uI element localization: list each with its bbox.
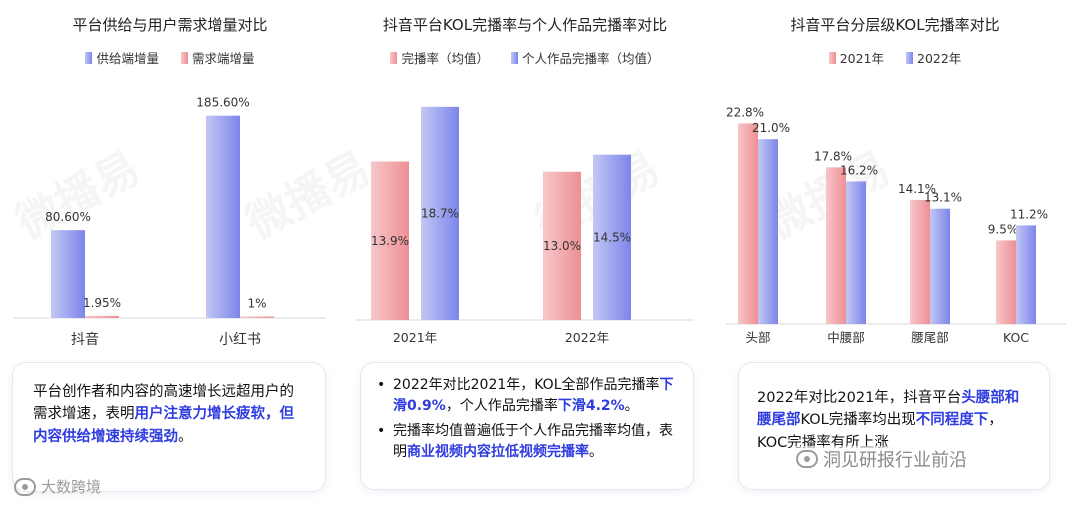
weibo-logo-icon	[14, 477, 36, 496]
legend-item: 需求端增量	[181, 48, 255, 67]
bar-series2	[1016, 225, 1036, 324]
category-label: 抖音	[71, 331, 99, 348]
legend-label: 2021年	[839, 51, 884, 66]
data-label: 13.9%	[371, 234, 409, 248]
summary-highlight: 头腰部和腰尾部	[757, 390, 1020, 429]
summary-text: 完播率均值普遍低于个人作品完播率均值，表明	[393, 423, 673, 460]
summary-box-kol-completion: 2022年对比2021年，KOL全部作品完播率下滑0.9%，个人作品完播率下滑4…	[360, 362, 694, 490]
data-label: 80.60%	[45, 210, 91, 224]
data-label: 17.8%	[814, 149, 852, 163]
bar-series2	[85, 315, 119, 318]
bar-series2	[593, 154, 631, 320]
bar-series1	[996, 240, 1016, 324]
watermark-left: 大数跨境	[14, 476, 101, 497]
summary-text: 平台创作者和内容的高速增长远超用户的需求增速，表明	[33, 384, 294, 423]
data-label: 16.2%	[840, 163, 878, 177]
chart-legend: 2021年 2022年	[710, 48, 1080, 67]
legend-label: 2022年	[917, 51, 962, 66]
legend-swatch	[390, 51, 398, 64]
bar-series1	[206, 115, 240, 318]
legend-item: 2022年	[906, 48, 961, 67]
data-label: 14.5%	[593, 230, 631, 244]
data-label: 21.0%	[752, 121, 790, 135]
legend-item: 2021年	[828, 48, 884, 67]
category-label: KOC	[1003, 330, 1029, 345]
summary-highlight: 用户注意力增长疲软，但内容供给增速持续强劲	[33, 406, 294, 445]
bar-chart-supply-demand: 80.60% 1.95% 抖音 185.60% 1% 小红书	[14, 96, 326, 348]
summary-bullet: 2022年对比2021年，KOL全部作品完播率下滑0.9%，个人作品完播率下滑4…	[375, 375, 679, 417]
summary-text: 。	[178, 428, 193, 445]
legend-swatch	[906, 51, 913, 64]
data-label: 14.1%	[898, 182, 936, 196]
summary-text: 。	[624, 398, 639, 414]
summary-text: 。	[589, 444, 603, 460]
bar-series1	[910, 199, 930, 324]
summary-bullet: 完播率均值普遍低于个人作品完播率均值，表明商业视频内容拉低视频完播率。	[375, 421, 679, 463]
summary-highlight: 商业视频内容拉低视频完播率	[407, 444, 589, 460]
data-label: 185.60%	[196, 96, 249, 110]
chart-title: 平台供给与用户需求增量对比	[72, 16, 268, 34]
summary-highlight: 下滑0.9%	[393, 377, 674, 414]
summary-text: ，个人作品完播率	[445, 398, 558, 414]
summary-bullets: 2022年对比2021年，KOL全部作品完播率下滑0.9%，个人作品完播率下滑4…	[375, 375, 679, 463]
bar-series1	[826, 167, 846, 324]
bar-series1	[51, 230, 85, 318]
legend-label: 需求端增量	[192, 51, 255, 66]
data-label: 9.5%	[988, 222, 1019, 236]
chart-legend: 供给端增量 需求端增量	[0, 48, 340, 67]
legend-label: 完播率（均值）	[401, 51, 489, 66]
data-label: 11.2%	[1010, 207, 1048, 221]
chart-legend: 完播率（均值） 个人作品完播率（均值）	[350, 48, 700, 67]
bar-series2	[930, 208, 950, 324]
legend-item: 完播率（均值）	[390, 48, 489, 67]
watermark-text: 大数跨境	[41, 478, 102, 496]
bar-series1	[738, 123, 758, 324]
legend-item: 供给端增量	[85, 48, 159, 67]
watermark-right: 洞见研报行业前沿	[792, 446, 971, 472]
legend-swatch	[181, 51, 188, 64]
bar-series2	[240, 316, 274, 318]
category-label: 2022年	[565, 330, 609, 345]
category-label: 头部	[745, 330, 770, 345]
legend-swatch	[511, 51, 518, 64]
summary-text: 2022年对比2021年，KOL全部作品完播率	[393, 377, 660, 393]
bar-series2	[758, 139, 778, 324]
watermark-text: 洞见研报行业前沿	[823, 450, 967, 471]
data-label: 22.8%	[726, 105, 764, 119]
summary-box-supply-demand: 平台创作者和内容的高速增长远超用户的需求增速，表明用户注意力增长疲软，但内容供给…	[12, 362, 326, 492]
summary-highlight: 下滑4.2%	[557, 398, 625, 414]
bar-series1	[543, 171, 581, 320]
summary-text: KOL完播率均出现	[800, 412, 916, 429]
summary-text: 2022年对比2021年，抖音平台	[757, 390, 962, 406]
category-label: 2021年	[393, 330, 437, 345]
data-label: 1%	[247, 297, 266, 311]
data-label: 13.1%	[924, 191, 962, 205]
data-label: 1.95%	[83, 296, 121, 310]
legend-label: 个人作品完播率（均值）	[522, 51, 660, 66]
bar-chart-kol-tiers: 22.8% 21.0% 头部 17.8%16.2% 中腰部 14.1%13.1% 腰尾部 9.…	[726, 105, 1066, 345]
category-label: 小红书	[219, 332, 261, 348]
chart-title: 抖音平台KOL完播率与个人作品完播率对比	[382, 16, 668, 34]
category-label: 中腰部	[827, 330, 865, 345]
legend-swatch	[828, 51, 836, 64]
chart-title: 抖音平台分层级KOL完播率对比	[790, 16, 1000, 34]
data-label: 13.0%	[543, 239, 581, 253]
bar-chart-kol-completion: 13.9% 18.7% 2021年 13.0% 14.5% 2022年	[356, 106, 694, 345]
bar-series1	[371, 161, 409, 320]
summary-highlight: 不同程度下	[915, 412, 989, 429]
legend-swatch	[85, 51, 93, 64]
bar-series2	[421, 106, 459, 320]
wechat-logo-icon	[796, 450, 818, 468]
legend-label: 供给端增量	[96, 51, 159, 66]
data-label: 18.7%	[421, 206, 459, 220]
legend-item: 个人作品完播率（均值）	[511, 48, 660, 67]
bar-series2	[846, 181, 866, 324]
category-label: 腰尾部	[911, 330, 949, 345]
